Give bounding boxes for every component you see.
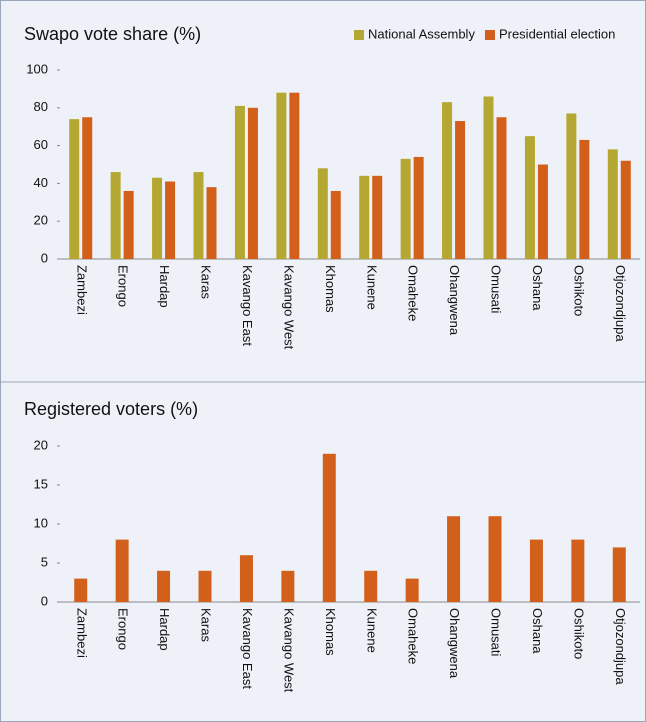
bar xyxy=(364,570,378,602)
x-tick-label: Omusati xyxy=(489,608,504,657)
x-tick-label: Kavango East xyxy=(240,265,255,346)
y-tick-label: 40 xyxy=(34,175,48,190)
bar xyxy=(289,92,300,260)
bar xyxy=(276,92,287,260)
legend-label: Presidential election xyxy=(499,26,615,41)
y-tick-label: 10 xyxy=(34,515,48,530)
x-tick-label: Khomas xyxy=(323,608,338,656)
x-tick-label: Zambezi xyxy=(74,265,89,315)
bar xyxy=(488,516,502,602)
x-tick-label: Kunene xyxy=(364,608,379,653)
x-tick-label: Oshana xyxy=(530,265,545,311)
x-tick-label: Karas xyxy=(199,265,214,299)
bar xyxy=(281,570,295,602)
x-tick-label: Kunene xyxy=(364,265,379,310)
bar xyxy=(322,453,336,602)
bar xyxy=(607,149,618,259)
bar xyxy=(317,168,328,259)
bar xyxy=(239,555,253,602)
x-tick-label: Erongo xyxy=(116,608,131,650)
x-tick-label: Ohangwena xyxy=(447,265,462,336)
y-tick-label: 0 xyxy=(41,250,48,265)
bar xyxy=(537,164,548,259)
bar xyxy=(157,570,171,602)
legend-swatch xyxy=(354,30,364,40)
y-tick-label: 0 xyxy=(41,593,48,608)
bar xyxy=(165,181,176,259)
bar xyxy=(330,190,341,259)
x-tick-label: Kavango East xyxy=(240,608,255,689)
bar xyxy=(123,190,134,259)
x-tick-label: Omaheke xyxy=(406,265,421,321)
bar xyxy=(612,547,626,602)
bar xyxy=(455,121,466,259)
x-tick-label: Zambezi xyxy=(74,608,89,658)
x-tick-label: Oshana xyxy=(530,608,545,654)
y-tick-label: 20 xyxy=(34,213,48,228)
y-tick-label: 15 xyxy=(34,476,48,491)
y-tick-label: 80 xyxy=(34,99,48,114)
chart-title: Swapo vote share (%) xyxy=(24,24,201,44)
bar xyxy=(442,102,453,259)
y-tick-label: 60 xyxy=(34,137,48,152)
x-tick-label: Otjozondjupa xyxy=(613,608,628,685)
chart-title: Registered voters (%) xyxy=(24,399,198,419)
x-tick-label: Oshikoto xyxy=(571,608,586,659)
bar xyxy=(529,539,543,602)
bar xyxy=(74,578,88,602)
bar xyxy=(483,96,494,260)
bar xyxy=(620,160,631,259)
bar xyxy=(524,136,535,259)
bar xyxy=(198,570,212,602)
bar xyxy=(247,107,258,259)
bar xyxy=(206,187,217,259)
x-tick-label: Kavango West xyxy=(281,265,296,350)
bar xyxy=(82,117,93,259)
bar xyxy=(193,172,204,259)
bar xyxy=(110,172,121,259)
x-tick-label: Hardap xyxy=(157,265,172,308)
bar xyxy=(115,539,129,602)
bar xyxy=(579,139,590,259)
bar xyxy=(566,113,577,259)
legend-swatch xyxy=(484,30,495,40)
bar xyxy=(496,117,507,259)
y-tick-label: 5 xyxy=(41,554,48,569)
legend-label: National Assembly xyxy=(368,26,475,41)
bar xyxy=(447,516,461,602)
x-tick-label: Kavango West xyxy=(281,608,296,693)
y-tick-label: 100 xyxy=(26,61,48,76)
bar xyxy=(571,539,585,602)
x-tick-label: Karas xyxy=(199,608,214,642)
bar xyxy=(413,156,424,259)
bar xyxy=(405,578,419,602)
x-tick-label: Ohangwena xyxy=(447,608,462,679)
x-tick-label: Khomas xyxy=(323,265,338,313)
bar xyxy=(234,105,245,259)
x-tick-label: Omaheke xyxy=(406,608,421,664)
x-tick-label: Erongo xyxy=(116,265,131,307)
y-tick-label: 20 xyxy=(34,437,48,452)
bar xyxy=(152,177,163,259)
x-tick-label: Hardap xyxy=(157,608,172,651)
x-tick-label: Omusati xyxy=(489,265,504,314)
x-tick-label: Otjozondjupa xyxy=(613,265,628,342)
x-tick-label: Oshikoto xyxy=(571,265,586,316)
bar xyxy=(359,175,370,259)
bar xyxy=(69,119,80,259)
bar xyxy=(400,158,411,259)
bar xyxy=(372,175,383,259)
